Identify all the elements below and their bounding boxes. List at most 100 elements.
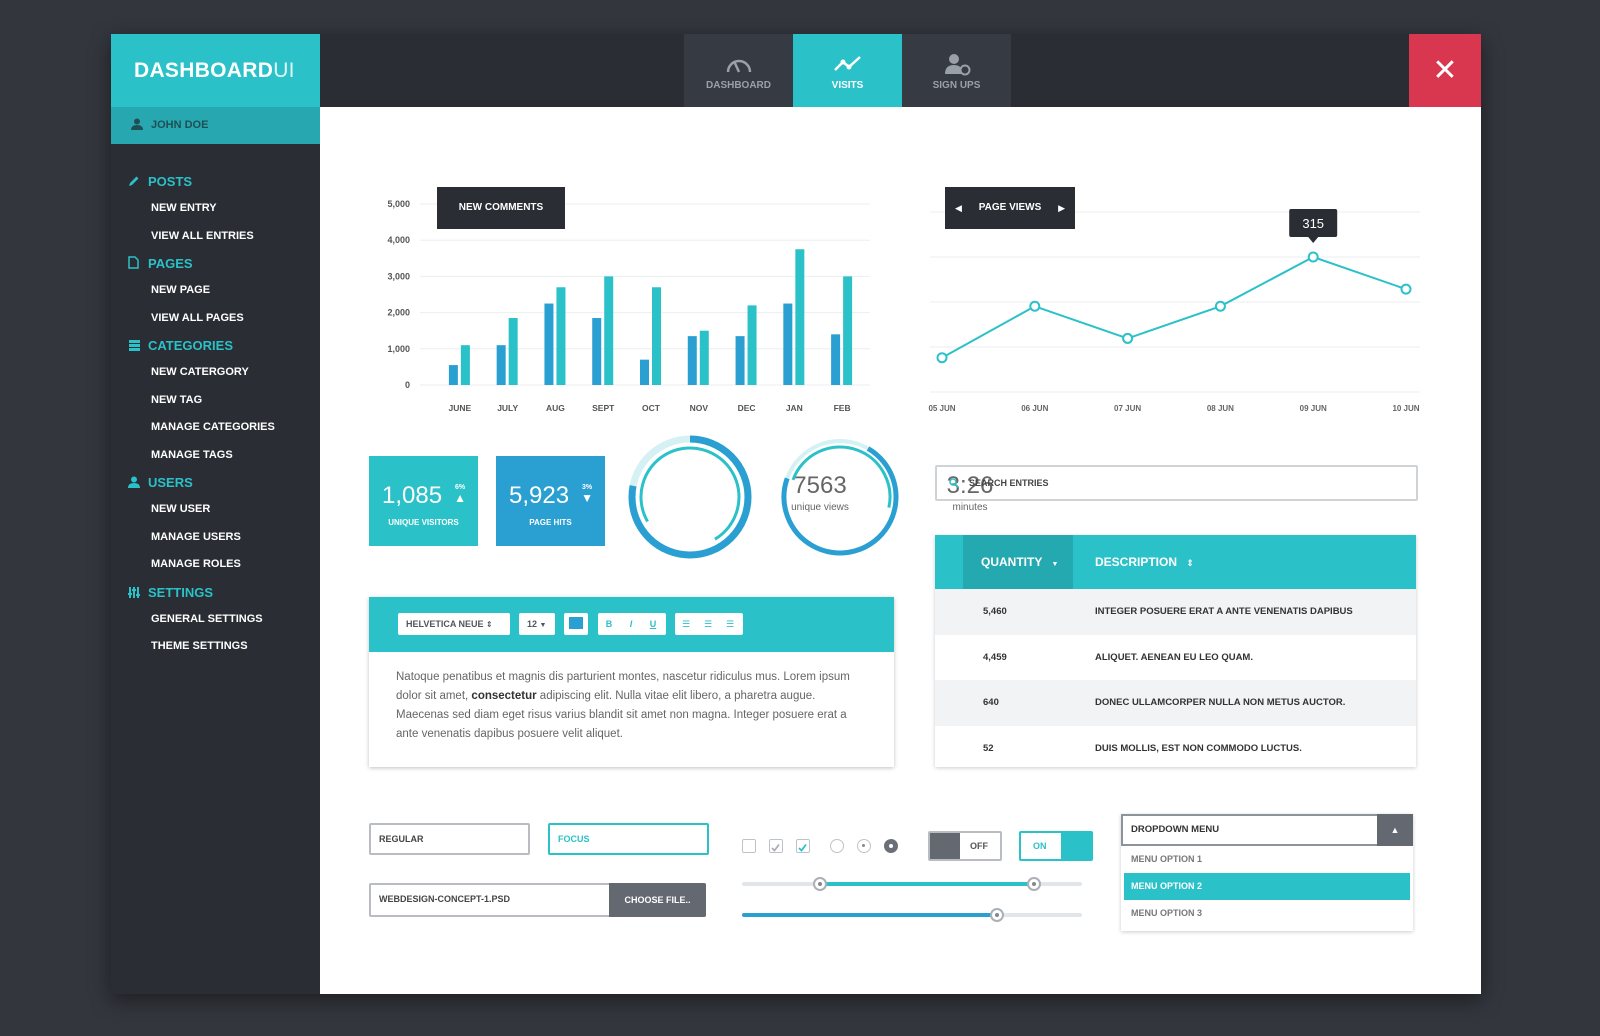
color-picker[interactable] bbox=[564, 613, 588, 635]
prev-arrow-icon[interactable]: ◀ bbox=[955, 203, 962, 213]
sidebar-item-manage-tags[interactable]: MANAGE TAGS bbox=[151, 448, 233, 461]
sidebar-item-manage-categories[interactable]: MANAGE CATEGORIES bbox=[151, 421, 275, 433]
sidebar-item-manage-roles[interactable]: MANAGE ROLES bbox=[151, 558, 241, 570]
sidebar-item-new-page[interactable]: NEW PAGE bbox=[151, 284, 211, 296]
bar[interactable] bbox=[448, 365, 458, 385]
cell-description: DONEC ULLAMCORPER NULLA NON METUS AUCTOR… bbox=[1095, 697, 1346, 708]
checkbox-empty[interactable] bbox=[742, 839, 756, 853]
line-chart-x-tick: 05 JUN bbox=[928, 404, 955, 413]
sidebar-section-posts[interactable]: POSTS bbox=[111, 168, 320, 195]
tab-sign-ups[interactable]: SIGN UPS bbox=[902, 34, 1011, 107]
dropdown-option-3[interactable]: MENU OPTION 3 bbox=[1131, 908, 1203, 918]
table-row[interactable]: 5,460 INTEGER POSUERE ERAT A ANTE VENENAT… bbox=[935, 589, 1416, 635]
next-arrow-icon[interactable]: ▶ bbox=[1058, 203, 1065, 213]
bar[interactable] bbox=[795, 249, 805, 385]
toggle-on[interactable]: ON bbox=[1019, 831, 1093, 861]
user-badge[interactable]: JOHN DOE bbox=[111, 107, 320, 144]
sidebar-section-pages[interactable]: PAGES bbox=[111, 250, 320, 277]
font-select[interactable]: HELVETICA NEUE ⇕ bbox=[398, 613, 510, 635]
line-chart-icon bbox=[793, 52, 902, 80]
bar[interactable] bbox=[747, 305, 757, 385]
align-center-icon[interactable]: ☰ bbox=[703, 619, 713, 629]
regular-input[interactable]: REGULAR bbox=[369, 823, 530, 855]
bar[interactable] bbox=[604, 276, 614, 385]
sidebar-item-view-all-pages[interactable]: VIEW ALL PAGES bbox=[151, 311, 244, 324]
radio-selected[interactable] bbox=[884, 839, 898, 853]
close-icon: ✕ bbox=[1432, 54, 1458, 87]
checkbox-grey-checked[interactable] bbox=[769, 839, 783, 853]
bar[interactable] bbox=[699, 330, 709, 385]
line-point[interactable] bbox=[1307, 251, 1319, 263]
value-slider-fill bbox=[742, 913, 997, 917]
user-icon bbox=[131, 118, 143, 130]
table-row[interactable]: 52 DUIS MOLLIS, EST NON COMMODO LUCTUS. bbox=[935, 726, 1416, 772]
sidebar-section-categories[interactable]: CATEGORIES bbox=[111, 332, 320, 359]
range-slider-high-handle[interactable] bbox=[1027, 877, 1042, 891]
search-input[interactable]: SEARCH ENTRIES bbox=[935, 465, 1418, 501]
column-quantity[interactable]: QUANTITY ▼ bbox=[963, 535, 1073, 589]
checkbox-checked[interactable] bbox=[796, 839, 810, 853]
range-slider-low-handle[interactable] bbox=[813, 877, 828, 891]
bar[interactable] bbox=[831, 334, 841, 385]
sidebar-item-general-settings[interactable]: GENERAL SETTINGS bbox=[151, 612, 263, 625]
bar[interactable] bbox=[640, 359, 649, 385]
range-slider[interactable] bbox=[742, 877, 1082, 891]
bar[interactable] bbox=[687, 336, 697, 385]
bar[interactable] bbox=[652, 287, 661, 385]
sidebar-item-theme-settings[interactable]: THEME SETTINGS bbox=[151, 640, 248, 652]
bar[interactable] bbox=[460, 345, 470, 385]
align-right-icon[interactable]: ☰ bbox=[725, 619, 735, 629]
table-row[interactable]: 640 DONEC ULLAMCORPER NULLA NON METUS AUC… bbox=[935, 680, 1416, 726]
bar[interactable] bbox=[592, 318, 602, 385]
value-slider-handle[interactable] bbox=[990, 908, 1004, 922]
line-point[interactable] bbox=[1214, 300, 1226, 312]
regular-input-value: REGULAR bbox=[379, 834, 424, 844]
updown-icon[interactable]: ▲ bbox=[1377, 814, 1413, 846]
arrow-down-icon: ▼ bbox=[581, 491, 593, 505]
line-point[interactable] bbox=[1400, 283, 1412, 295]
dropdown-select[interactable]: DROPDOWN MENU ▲ bbox=[1121, 814, 1413, 846]
radio-dot[interactable] bbox=[857, 839, 871, 853]
size-select[interactable]: 12 ▼ bbox=[519, 613, 555, 635]
editor-content[interactable]: Natoque penatibus et magnis dis parturie… bbox=[369, 652, 894, 760]
sidebar-item-manage-users[interactable]: MANAGE USERS bbox=[151, 530, 241, 543]
column-description[interactable]: DESCRIPTION ⇕ bbox=[1095, 535, 1194, 590]
sidebar-section-label: CATEGORIES bbox=[148, 338, 233, 353]
sidebar-item-new-catergory[interactable]: NEW CATERGORY bbox=[151, 366, 249, 378]
dropdown-option-2[interactable]: MENU OPTION 2 bbox=[1124, 873, 1410, 900]
sidebar: JOHN DOE POSTS NEW ENTRY VIEW ALL ENTRIES P… bbox=[111, 107, 320, 994]
bold-button[interactable]: B bbox=[605, 619, 613, 629]
italic-button[interactable]: I bbox=[629, 619, 633, 629]
toggle-off[interactable]: OFF bbox=[928, 831, 1002, 861]
table-row[interactable]: 4,459 ALIQUET. AENEAN EU LEO QUAM. bbox=[935, 635, 1416, 681]
line-point[interactable] bbox=[936, 352, 948, 364]
sidebar-section-settings[interactable]: SETTINGS bbox=[111, 579, 320, 606]
bar[interactable] bbox=[735, 336, 745, 385]
radio-empty[interactable] bbox=[830, 839, 844, 853]
close-button[interactable]: ✕ bbox=[1409, 34, 1481, 107]
tab-dashboard[interactable]: DASHBOARD bbox=[684, 34, 793, 107]
bar[interactable] bbox=[496, 345, 506, 385]
choose-file-button[interactable]: CHOOSE FILE.. bbox=[609, 883, 706, 917]
sidebar-item-view-all-entries[interactable]: VIEW ALL ENTRIES bbox=[151, 229, 254, 242]
bar[interactable] bbox=[783, 303, 793, 385]
align-left-icon[interactable]: ☰ bbox=[681, 619, 691, 629]
sidebar-section-users[interactable]: USERS bbox=[111, 469, 320, 496]
line-point[interactable] bbox=[1122, 332, 1134, 344]
underline-button[interactable]: U bbox=[649, 619, 657, 629]
bar[interactable] bbox=[556, 287, 566, 385]
sidebar-item-new-user[interactable]: NEW USER bbox=[151, 503, 211, 515]
tab-visits[interactable]: VISITS bbox=[793, 34, 902, 107]
cell-quantity: 5,460 bbox=[983, 606, 1007, 617]
sidebar-item-new-entry[interactable]: NEW ENTRY bbox=[151, 202, 217, 214]
file-input[interactable]: WEBDESIGN-CONCEPT-1.PSD CHOOSE FILE.. bbox=[369, 883, 706, 917]
bar[interactable] bbox=[544, 303, 554, 385]
dropdown-option-1[interactable]: MENU OPTION 1 bbox=[1131, 854, 1203, 864]
line-point[interactable] bbox=[1029, 300, 1041, 312]
bar[interactable] bbox=[508, 318, 518, 385]
sidebar-item-new-tag[interactable]: NEW TAG bbox=[151, 393, 203, 406]
value-slider[interactable] bbox=[742, 908, 1082, 922]
bar-chart-x-tick: DEC bbox=[738, 403, 756, 413]
focus-input[interactable]: FOCUS bbox=[548, 823, 709, 855]
bar[interactable] bbox=[843, 276, 853, 385]
